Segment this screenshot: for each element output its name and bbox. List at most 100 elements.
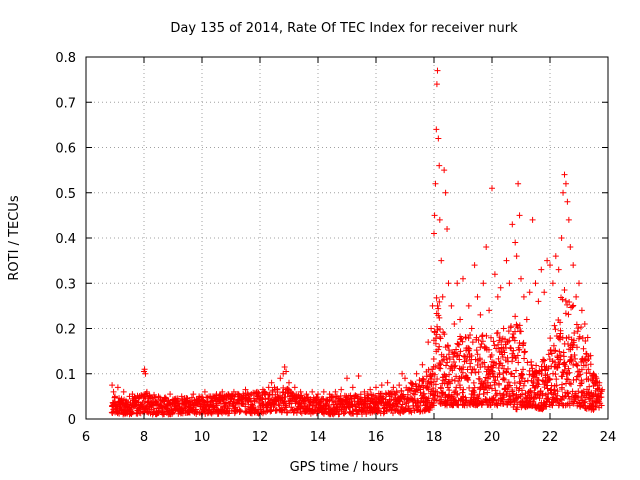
- data-point-band: [564, 390, 571, 397]
- data-point-band: [446, 371, 453, 378]
- data-point-band: [566, 298, 573, 305]
- data-point-band: [430, 402, 437, 409]
- data-point-band: [469, 339, 476, 346]
- data-point: [207, 393, 214, 400]
- data-point-band: [556, 333, 563, 340]
- data-point-band: [445, 351, 452, 358]
- data-point-band: [569, 303, 576, 310]
- data-point-band: [438, 385, 445, 392]
- data-point-band: [475, 368, 482, 375]
- data-point-band: [436, 314, 443, 321]
- data-point-band: [425, 386, 432, 393]
- data-point: [429, 302, 436, 309]
- data-point-band: [550, 342, 557, 349]
- data-point: [439, 293, 446, 300]
- data-point-band: [578, 380, 585, 387]
- data-point-band: [262, 390, 269, 397]
- data-point-band: [518, 371, 525, 378]
- data-point-band: [574, 362, 581, 369]
- data-point: [201, 388, 208, 395]
- data-point-band: [578, 379, 585, 386]
- data-point: [441, 167, 448, 174]
- data-point-band: [506, 382, 513, 389]
- data-point: [112, 393, 118, 400]
- data-point-band: [451, 349, 458, 356]
- data-point-band: [352, 403, 359, 410]
- data-point-band: [234, 397, 241, 404]
- data-point-band: [513, 367, 520, 374]
- data-point-band: [208, 398, 215, 405]
- data-point-band: [565, 376, 572, 383]
- data-point-band: [465, 335, 472, 342]
- y-tick-label: 0.8: [55, 51, 76, 66]
- data-point: [268, 379, 275, 386]
- data-point-band: [499, 353, 506, 360]
- x-tick-label: 22: [542, 430, 559, 445]
- data-point-band: [444, 342, 451, 349]
- data-point-band: [442, 391, 449, 398]
- data-point-band: [430, 356, 437, 363]
- data-point: [555, 266, 562, 273]
- data-point-band: [450, 358, 457, 365]
- data-point-band: [522, 348, 529, 355]
- data-point: [532, 280, 539, 287]
- data-point: [564, 198, 571, 205]
- x-tick-label: 18: [426, 430, 443, 445]
- data-point-band: [364, 394, 371, 401]
- data-point: [513, 253, 520, 260]
- data-point-band: [501, 349, 508, 356]
- data-point-band: [535, 376, 542, 383]
- data-point-band: [193, 406, 200, 413]
- data-point: [494, 293, 501, 300]
- data-point-band: [433, 397, 440, 404]
- y-tick-label: 0.2: [55, 323, 76, 338]
- data-point-band: [514, 352, 521, 359]
- data-point: [516, 212, 523, 219]
- data-point-band: [554, 364, 561, 371]
- data-point-band: [475, 337, 482, 344]
- data-point-band: [453, 373, 460, 380]
- data-point: [309, 388, 316, 395]
- y-tick-label: 0.4: [55, 232, 76, 247]
- data-point-band: [581, 399, 588, 406]
- data-point: [448, 302, 455, 309]
- data-point-band: [433, 294, 440, 301]
- data-point-band: [578, 366, 585, 373]
- data-point: [190, 391, 197, 398]
- data-point: [544, 257, 551, 264]
- data-point: [431, 212, 438, 219]
- data-point-band: [538, 370, 545, 377]
- data-point-band: [459, 369, 466, 376]
- data-point-band: [237, 407, 244, 414]
- data-point-band: [479, 332, 486, 339]
- data-point: [596, 379, 603, 386]
- x-tick-label: 24: [600, 430, 617, 445]
- data-point: [248, 391, 255, 398]
- data-point-band: [432, 381, 439, 388]
- data-point: [281, 363, 288, 370]
- data-point-band: [536, 395, 543, 402]
- data-point-band: [552, 359, 559, 366]
- data-point-band: [278, 406, 285, 413]
- data-point-band: [564, 401, 571, 408]
- data-point-band: [582, 398, 589, 405]
- data-point-band: [565, 365, 572, 372]
- data-point: [219, 388, 226, 395]
- data-point-band: [509, 354, 516, 361]
- data-point: [593, 375, 600, 382]
- data-point-band: [502, 385, 509, 392]
- data-point: [547, 262, 553, 269]
- data-point-band: [459, 389, 466, 396]
- data-point-band: [231, 393, 238, 400]
- data-point-band: [575, 388, 582, 395]
- data-point-band: [552, 347, 559, 354]
- data-point-band: [341, 401, 348, 408]
- data-point: [486, 307, 493, 314]
- data-point-band: [578, 324, 585, 331]
- data-point-band: [432, 363, 439, 370]
- data-point-band: [480, 381, 487, 388]
- data-point-band: [493, 390, 500, 397]
- data-point: [500, 325, 507, 332]
- data-point-band: [341, 410, 348, 417]
